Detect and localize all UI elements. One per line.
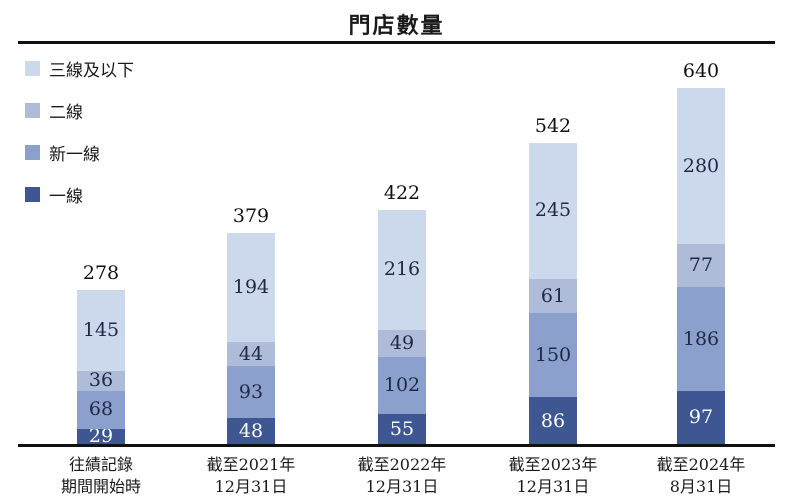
legend-swatch-icon xyxy=(25,60,40,76)
x-axis-label-line2: 8月31日 xyxy=(669,476,733,496)
bar-segment: 186 xyxy=(677,287,725,391)
x-axis-label-3: 截至2023年 12月31日 xyxy=(473,454,633,497)
bar-segment: 102 xyxy=(378,357,426,415)
chart-legend: 三線及以下二線新一線一線 xyxy=(25,58,134,226)
bar-segment: 36 xyxy=(77,369,125,392)
x-axis-label-2: 截至2022年 12月31日 xyxy=(322,454,482,497)
segment-value: 48 xyxy=(238,420,264,443)
bar-segment: 194 xyxy=(227,233,275,342)
legend-label: 二線 xyxy=(49,102,83,123)
segment-value: 194 xyxy=(232,276,270,299)
segment-value: 216 xyxy=(383,258,421,281)
bar-total-label: 278 xyxy=(82,261,120,284)
segment-value: 61 xyxy=(540,284,566,307)
legend-swatch-icon xyxy=(25,186,40,202)
x-axis-label-line2: 12月31日 xyxy=(365,476,439,496)
x-axis-label-line1: 截至2024年 xyxy=(656,455,746,474)
segment-value: 145 xyxy=(82,318,120,341)
stacked-bar-1: 48 93 44 194 379 xyxy=(227,205,275,445)
legend-label: 新一線 xyxy=(49,144,100,165)
bar-total-label: 542 xyxy=(534,114,572,137)
bar-segment: 86 xyxy=(529,397,577,445)
bar-segment: 44 xyxy=(227,341,275,367)
x-axis-label-line1: 往績記錄 xyxy=(68,455,133,474)
segment-value: 102 xyxy=(383,374,421,397)
legend-label: 一線 xyxy=(49,186,83,207)
legend-label: 三線及以下 xyxy=(49,60,134,81)
bar-segment: 29 xyxy=(77,427,125,446)
x-axis-label-line1: 截至2022年 xyxy=(357,455,447,474)
legend-item-3: 一線 xyxy=(25,184,134,207)
segment-value: 68 xyxy=(88,398,114,421)
legend-swatch-icon xyxy=(25,102,40,118)
bar-total-label: 422 xyxy=(383,181,421,204)
stacked-bar-4: 97 186 77 280 640 xyxy=(677,60,725,445)
segment-value: 280 xyxy=(682,154,720,177)
x-axis-label-line1: 截至2021年 xyxy=(206,455,296,474)
bar-segment: 68 xyxy=(77,390,125,429)
segment-value: 97 xyxy=(688,406,714,429)
legend-item-2: 新一線 xyxy=(25,142,134,165)
bar-segment: 49 xyxy=(378,330,426,358)
legend-swatch-icon xyxy=(25,144,40,160)
bar-segment: 216 xyxy=(378,209,426,331)
segment-value: 86 xyxy=(540,409,566,432)
x-axis-label-4: 截至2024年 8月31日 xyxy=(621,454,781,497)
segment-value: 93 xyxy=(238,380,264,403)
segment-value: 55 xyxy=(389,418,415,441)
stacked-bar-2: 55 102 49 216 422 xyxy=(378,182,426,445)
segment-value: 77 xyxy=(688,254,714,277)
bar-segment: 48 xyxy=(227,418,275,445)
bar-segment: 61 xyxy=(529,279,577,314)
segment-value: 44 xyxy=(238,342,264,365)
stacked-bar-0: 29 68 36 145 278 xyxy=(77,262,125,446)
bar-segment: 55 xyxy=(378,414,426,445)
chart-title: 門店數量 xyxy=(348,13,445,39)
x-axis-label-line2: 期間開始時 xyxy=(60,476,141,496)
segment-value: 245 xyxy=(534,199,572,222)
segment-value: 36 xyxy=(88,369,114,392)
x-axis-label-line1: 截至2023年 xyxy=(508,455,598,474)
bar-segment: 245 xyxy=(529,142,577,280)
bar-segment: 93 xyxy=(227,366,275,419)
bar-total-label: 379 xyxy=(232,205,270,228)
x-axis-line xyxy=(18,444,775,447)
segment-value: 49 xyxy=(389,332,415,355)
bar-segment: 97 xyxy=(677,390,725,445)
top-rule xyxy=(18,41,775,44)
legend-item-0: 三線及以下 xyxy=(25,58,134,81)
x-axis-label-line2: 12月31日 xyxy=(516,476,590,496)
stacked-bar-3: 86 150 61 245 542 xyxy=(529,115,577,445)
bar-total-label: 640 xyxy=(682,59,720,82)
bar-segment: 77 xyxy=(677,244,725,288)
legend-item-1: 二線 xyxy=(25,100,134,123)
bar-segment: 150 xyxy=(529,313,577,397)
bar-segment: 145 xyxy=(77,289,125,371)
x-axis-label-1: 截至2021年 12月31日 xyxy=(171,454,331,497)
bar-segment: 280 xyxy=(677,87,725,245)
segment-value: 150 xyxy=(534,343,572,366)
x-axis-label-line2: 12月31日 xyxy=(214,476,288,496)
x-axis-label-0: 往績記錄 期間開始時 xyxy=(21,454,181,497)
segment-value: 186 xyxy=(682,327,720,350)
